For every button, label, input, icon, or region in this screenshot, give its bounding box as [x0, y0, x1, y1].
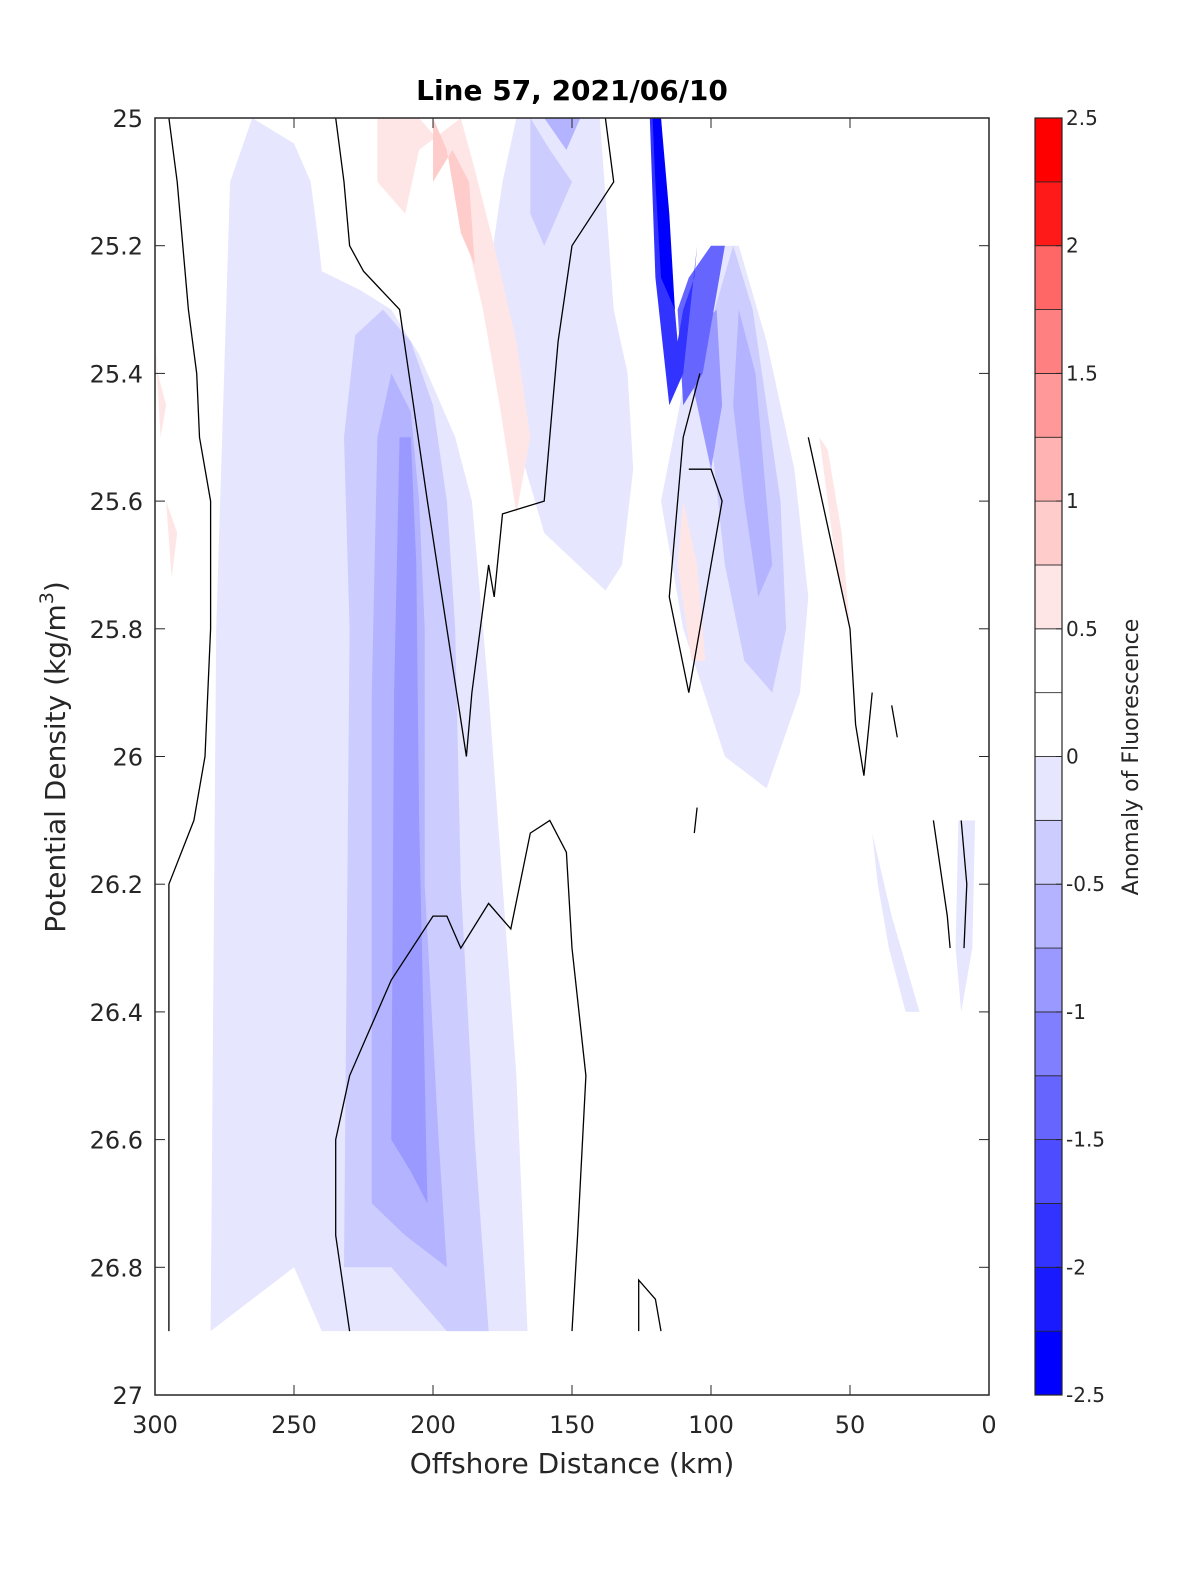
colorbar-band — [1034, 245, 1063, 310]
y-tick-label: 25.2 — [90, 233, 143, 261]
y-tick-label: 25.6 — [90, 488, 143, 516]
zero-contour-line-2 — [668, 373, 723, 693]
colorbar-tick-label: 1 — [1066, 489, 1079, 513]
y-tick-label: 27 — [112, 1382, 143, 1410]
colorbar-tick-label: 2 — [1066, 234, 1079, 258]
x-tick-label: 0 — [981, 1411, 996, 1439]
y-tick-label: 25.8 — [90, 616, 143, 644]
colorbar: -2.5 -2 -1.5 -1 -0.5 0 0.5 1 1.5 2 2.5 — [1034, 106, 1105, 1407]
colorbar-tick-label: 2.5 — [1066, 106, 1098, 130]
x-tick-label: 300 — [132, 1411, 178, 1439]
colorbar-tick-label: 1.5 — [1066, 361, 1098, 385]
y-tick-label: 26.8 — [90, 1254, 143, 1282]
contour-region-17 — [677, 501, 706, 661]
y-axis-label-sup: 3 — [36, 592, 58, 604]
contour-region-21 — [433, 118, 475, 265]
colorbar-label: Anomaly of Fluorescence — [1119, 619, 1144, 896]
colorbar-band — [1034, 1330, 1063, 1396]
zero-contour-line-7 — [693, 807, 698, 834]
zero-contour-lines — [168, 118, 968, 1332]
y-axis-label-main: Potential Density (kg/m — [39, 604, 72, 933]
x-axis-label: Offshore Distance (km) — [410, 1447, 735, 1480]
zero-contour-line-4 — [891, 705, 898, 738]
zero-contour-line-0 — [168, 118, 212, 1332]
colorbar-band — [1034, 117, 1063, 183]
contour-region-13 — [677, 245, 725, 406]
colorbar-band — [1034, 372, 1063, 438]
contour-region-16 — [377, 118, 531, 514]
x-tick-label: 200 — [410, 1411, 456, 1439]
x-tick-label: 150 — [549, 1411, 595, 1439]
colorbar-band — [1034, 181, 1063, 247]
y-tick-label: 25 — [112, 105, 143, 133]
contour-region-9 — [544, 118, 581, 150]
contour-region-18 — [819, 437, 850, 629]
x-tick-label: 50 — [835, 1411, 866, 1439]
y-tick-label: 26.6 — [90, 1127, 143, 1155]
colorbar-tick-label: 0 — [1066, 745, 1079, 769]
zero-contour-line-8 — [932, 820, 951, 949]
colorbar-band — [1034, 628, 1063, 694]
colorbar-tick-label: -2.5 — [1066, 1383, 1105, 1407]
zero-contour-line-5 — [335, 819, 587, 1332]
contour-region-20 — [166, 501, 178, 578]
colorbar-band — [1034, 436, 1063, 502]
contour-region-11 — [391, 437, 428, 1204]
y-axis-label: Potential Density (kg/m3) — [36, 581, 72, 933]
colorbar-band — [1034, 309, 1063, 374]
colorbar-tick-label: 0.5 — [1066, 617, 1098, 641]
colorbar-band — [1034, 564, 1063, 630]
colorbar-band — [1034, 756, 1063, 821]
y-axis: 25 25.2 25.4 25.6 25.8 26 26.2 26.4 26.6 26.8 27 — [90, 105, 989, 1410]
colorbar-band — [1034, 1203, 1063, 1268]
colorbar-band — [1034, 947, 1063, 1013]
colorbar-band — [1034, 500, 1063, 566]
colorbar-band — [1034, 883, 1063, 949]
colorbar-tick-label: -0.5 — [1066, 872, 1105, 896]
y-tick-label: 26.4 — [90, 999, 143, 1027]
zero-contour-line-6 — [638, 1278, 662, 1332]
contour-region-10 — [733, 309, 773, 597]
colorbar-band — [1034, 1011, 1063, 1077]
y-tick-label: 25.4 — [90, 360, 143, 388]
filled-contours — [155, 118, 976, 1332]
colorbar-band — [1034, 1266, 1063, 1332]
zero-contour-line-3 — [807, 437, 873, 776]
x-tick-label: 100 — [688, 1411, 734, 1439]
y-axis-label-tail: ) — [39, 581, 72, 592]
colorbar-band — [1034, 819, 1063, 885]
colorbar-band — [1034, 1075, 1063, 1140]
colorbar-band — [1034, 692, 1063, 757]
colorbar-tick-label: -1.5 — [1066, 1128, 1105, 1152]
zero-contour-line-9 — [960, 820, 968, 949]
contour-region-15 — [652, 118, 675, 310]
zero-contour-line-1 — [335, 118, 615, 757]
y-tick-label: 26 — [112, 744, 143, 772]
colorbar-band — [1034, 1139, 1063, 1204]
y-tick-label: 26.2 — [90, 871, 143, 899]
colorbar-tick-label: -1 — [1066, 1000, 1086, 1024]
contour-region-6 — [530, 118, 572, 246]
x-tick-label: 250 — [271, 1411, 317, 1439]
colorbar-tick-label: -2 — [1066, 1255, 1086, 1279]
x-axis: 300 250 200 150 100 50 0 — [132, 118, 997, 1439]
contour-region-1 — [488, 118, 634, 591]
chart-title: Line 57, 2021/06/10 — [416, 74, 728, 107]
contour-region-19 — [155, 341, 167, 438]
